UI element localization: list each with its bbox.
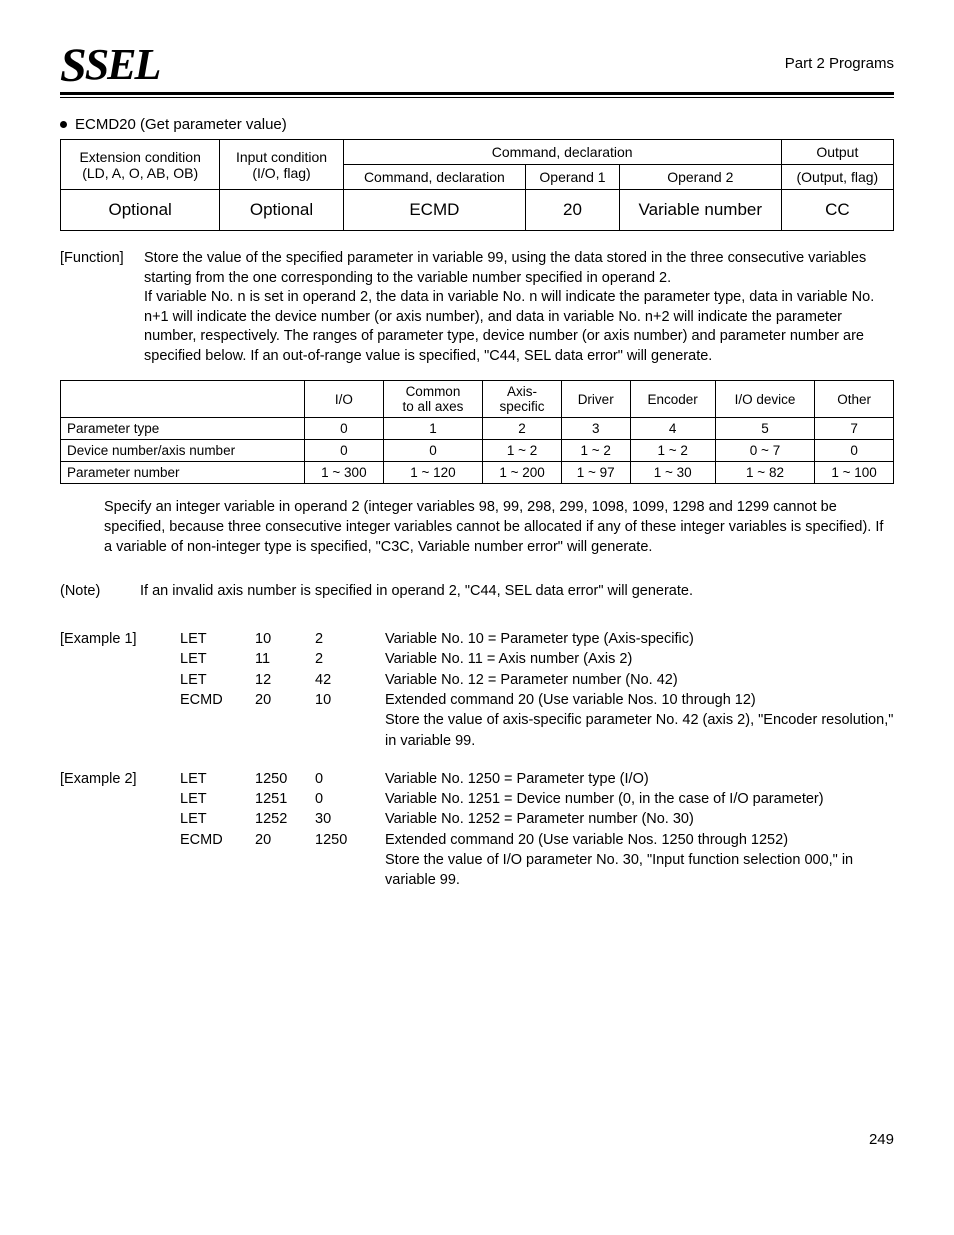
cell-cmd: ECMD — [343, 190, 525, 231]
range-cell: 1 ~ 100 — [815, 462, 894, 484]
function-label: [Function] — [60, 249, 130, 366]
example-row: [Example 1]LETLETLETECMD 10111220 224210… — [60, 629, 894, 751]
range-col-header: I/O — [305, 381, 384, 418]
range-col-header: Axis-specific — [483, 381, 562, 418]
bullet-icon — [60, 121, 67, 128]
hdr-output-2: (Output, flag) — [781, 165, 893, 190]
range-cell: 0 — [305, 418, 384, 440]
cell-o1: 20 — [526, 190, 620, 231]
header-underline — [60, 92, 894, 98]
range-col-header: Commonto all axes — [383, 381, 482, 418]
range-cell: 1 — [383, 418, 482, 440]
example-label: [Example 2] — [60, 769, 180, 891]
page-number: 249 — [60, 1131, 894, 1148]
hdr-output-1: Output — [781, 140, 893, 165]
range-cell: 1 ~ 2 — [630, 440, 715, 462]
section-title-text: ECMD20 (Get parameter value) — [75, 116, 287, 133]
hdr-ext-cond-1: Extension condition — [79, 149, 200, 165]
range-col-header: Other — [815, 381, 894, 418]
range-cell: 3 — [561, 418, 630, 440]
range-cell: 0 ~ 7 — [715, 440, 814, 462]
range-cell: 1 ~ 300 — [305, 462, 384, 484]
range-cell: 1 ~ 2 — [561, 440, 630, 462]
cell-out: CC — [781, 190, 893, 231]
cell-input: Optional — [220, 190, 343, 231]
range-cell: 1 ~ 120 — [383, 462, 482, 484]
example-arg1-col: 12501251125220 — [255, 769, 315, 891]
hdr-op2: Operand 2 — [619, 165, 781, 190]
function-block: [Function] Store the value of the specif… — [60, 249, 894, 366]
range-cell: 2 — [483, 418, 562, 440]
section-title: ECMD20 (Get parameter value) — [60, 116, 894, 133]
part-label: Part 2 Programs — [785, 55, 894, 74]
example-arg1-col: 10111220 — [255, 629, 315, 751]
hdr-cmd-decl: Command, declaration — [343, 165, 525, 190]
example-desc-col: Variable No. 1250 = Parameter type (I/O)… — [385, 769, 894, 891]
range-cell: 1 ~ 2 — [483, 440, 562, 462]
range-cell: 0 — [383, 440, 482, 462]
range-row: Device number/axis number001 ~ 21 ~ 21 ~… — [61, 440, 894, 462]
range-cell: 4 — [630, 418, 715, 440]
range-cell: 5 — [715, 418, 814, 440]
range-col-header: Driver — [561, 381, 630, 418]
range-table: I/OCommonto all axesAxis-specificDriverE… — [60, 380, 894, 484]
example-cmd-col: LETLETLETECMD — [180, 769, 255, 891]
note-label: (Note) — [60, 583, 110, 599]
examples-block: [Example 1]LETLETLETECMD 10111220 224210… — [60, 629, 894, 891]
example-label: [Example 1] — [60, 629, 180, 751]
range-row-label: Parameter number — [61, 462, 305, 484]
example-row: [Example 2]LETLETLETECMD 12501251125220 … — [60, 769, 894, 891]
example-arg2-col: 00301250 — [315, 769, 385, 891]
range-row-label: Parameter type — [61, 418, 305, 440]
page-container: SSEL Part 2 Programs ECMD20 (Get paramet… — [0, 0, 954, 1188]
page-header: SSEL Part 2 Programs — [60, 40, 894, 88]
range-row-label: Device number/axis number — [61, 440, 305, 462]
hdr-input-cond-1: Input condition — [236, 149, 327, 165]
range-cell: 1 ~ 82 — [715, 462, 814, 484]
range-corner — [61, 381, 305, 418]
note-block: (Note) If an invalid axis number is spec… — [60, 583, 894, 599]
example-desc-col: Variable No. 10 = Parameter type (Axis-s… — [385, 629, 894, 751]
range-cell: 1 ~ 30 — [630, 462, 715, 484]
hdr-ext-cond-2: (LD, A, O, AB, OB) — [82, 165, 198, 181]
range-col-header: Encoder — [630, 381, 715, 418]
range-cell: 1 ~ 200 — [483, 462, 562, 484]
hdr-op1: Operand 1 — [526, 165, 620, 190]
cell-o2: Variable number — [619, 190, 781, 231]
hdr-cmd-decl-span: Command, declaration — [343, 140, 781, 165]
range-cell: 0 — [305, 440, 384, 462]
command-table: Extension condition (LD, A, O, AB, OB) I… — [60, 139, 894, 231]
range-col-header: I/O device — [715, 381, 814, 418]
hdr-input-cond-2: (I/O, flag) — [252, 165, 310, 181]
range-row: Parameter number1 ~ 3001 ~ 1201 ~ 2001 ~… — [61, 462, 894, 484]
logo: SSEL — [60, 40, 159, 88]
hdr-input-cond: Input condition (I/O, flag) — [220, 140, 343, 190]
range-cell: 7 — [815, 418, 894, 440]
specify-paragraph: Specify an integer variable in operand 2… — [104, 498, 894, 557]
function-text: Store the value of the specified paramet… — [144, 249, 894, 366]
range-cell: 1 ~ 97 — [561, 462, 630, 484]
range-row: Parameter type0123457 — [61, 418, 894, 440]
hdr-ext-cond: Extension condition (LD, A, O, AB, OB) — [61, 140, 220, 190]
example-cmd-col: LETLETLETECMD — [180, 629, 255, 751]
cell-ext: Optional — [61, 190, 220, 231]
range-cell: 0 — [815, 440, 894, 462]
note-text: If an invalid axis number is specified i… — [140, 583, 693, 599]
example-arg2-col: 224210 — [315, 629, 385, 751]
logo-text: SEL — [85, 40, 160, 89]
